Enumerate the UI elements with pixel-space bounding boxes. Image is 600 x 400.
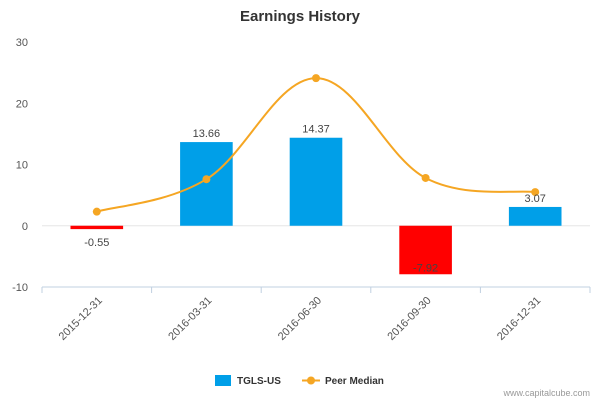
bar-data-label: -0.55 <box>84 237 109 249</box>
x-tick-label: 2016-09-30 <box>385 295 433 343</box>
legend-swatch-tgls <box>215 375 231 386</box>
line-layer <box>92 74 540 216</box>
chart-title: Earnings History <box>240 8 361 25</box>
x-tick-label: 2016-03-31 <box>166 295 214 343</box>
legend-label-peer-median: Peer Median <box>325 376 384 387</box>
peer-median-point <box>312 74 320 83</box>
legend: TGLS-US Peer Median <box>215 375 384 387</box>
y-tick-label: 30 <box>16 37 28 49</box>
bar-tgls <box>70 225 124 230</box>
label-layer: -0.55 13.66 14.37 -7.92 3.07 <box>84 124 546 275</box>
x-tick-label: 2015-12-31 <box>57 295 105 343</box>
y-tick-label: 20 <box>16 98 28 110</box>
bar-tgls <box>180 142 233 226</box>
bar-tgls <box>399 225 452 275</box>
bar-data-label: 14.37 <box>302 124 330 136</box>
legend-marker-peer <box>307 376 315 385</box>
x-tick-label: 2016-12-31 <box>495 295 543 343</box>
bar-data-label: -7.92 <box>413 262 438 274</box>
legend-label-tgls: TGLS-US <box>237 376 281 387</box>
y-tick-label: 10 <box>16 160 28 172</box>
peer-median-point <box>202 175 211 184</box>
peer-median-point <box>421 173 430 182</box>
bar-tgls <box>508 206 562 226</box>
peer-median-point <box>92 207 101 216</box>
x-tick-label: 2016-06-30 <box>276 295 324 343</box>
y-tick-label: 0 <box>22 221 28 233</box>
bar-data-label: 13.66 <box>193 128 221 140</box>
bar-layer <box>70 137 562 275</box>
y-tick-label: -10 <box>12 282 28 294</box>
bar-tgls <box>289 137 343 226</box>
peer-median-point <box>531 188 540 197</box>
credit-text: www.capitalcube.com <box>502 388 590 398</box>
bar-data-label: 3.07 <box>524 193 545 205</box>
